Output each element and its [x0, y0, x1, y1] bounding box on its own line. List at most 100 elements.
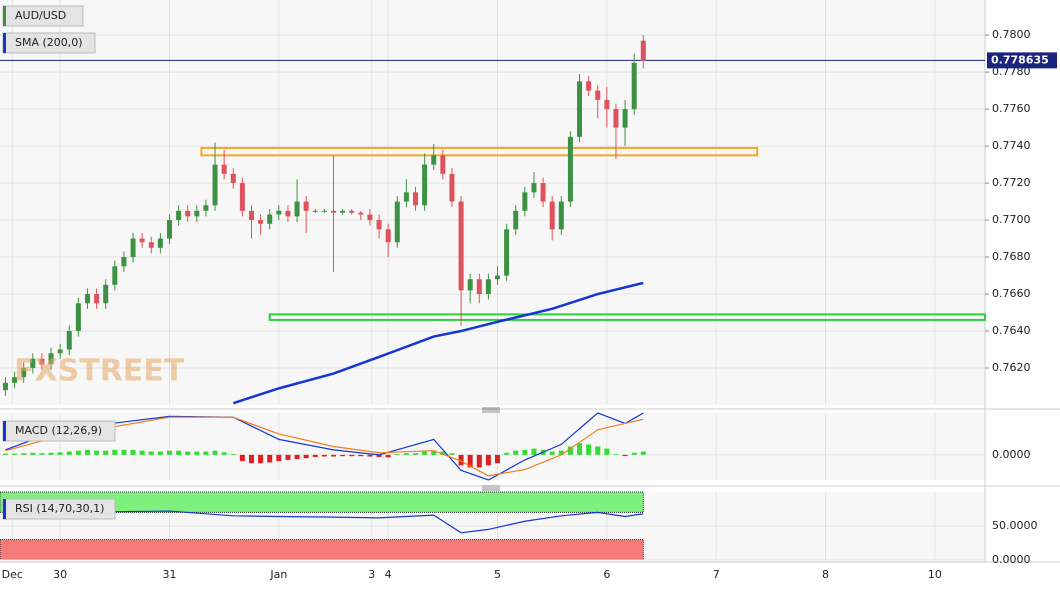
- candle-body: [522, 192, 528, 211]
- macd-histogram-bar: [75, 450, 81, 455]
- macd-histogram-bar: [567, 446, 573, 455]
- macd-histogram-bar: [394, 454, 400, 455]
- candle-body: [12, 377, 18, 383]
- rsi-overbought-band: [0, 491, 644, 513]
- macd-histogram-bar: [340, 454, 346, 457]
- candle-body: [2, 382, 8, 391]
- y-tick-label: 0.7800: [992, 28, 1031, 41]
- macd-histogram-bar: [458, 454, 464, 466]
- candle-body: [458, 201, 464, 291]
- main-pane: [0, 0, 985, 405]
- candle-body: [166, 220, 172, 239]
- candle-body: [30, 358, 36, 369]
- y-tick-label: 0.7700: [992, 213, 1031, 226]
- macd-histogram-bar: [239, 454, 245, 462]
- macd-histogram-bar: [522, 449, 528, 455]
- x-tick-label: 8: [822, 568, 829, 581]
- macd-histogram-bar: [221, 452, 227, 455]
- candle-body: [212, 164, 218, 206]
- legend-label: AUD/USD: [15, 9, 66, 22]
- candle-body: [21, 368, 27, 378]
- macd-histogram-bar: [157, 451, 163, 455]
- x-tick-label: 6: [603, 568, 610, 581]
- macd-histogram-bar: [349, 454, 355, 457]
- candle-body: [203, 205, 209, 211]
- macd-histogram-bar: [166, 450, 172, 455]
- macd-histogram-bar: [248, 454, 254, 464]
- candle-body: [303, 201, 309, 211]
- candle-body: [613, 109, 619, 128]
- candle-body: [640, 40, 646, 61]
- candle-body: [394, 201, 400, 243]
- candle-body: [485, 279, 491, 295]
- candle-body: [340, 210, 346, 213]
- macd-pane: [0, 413, 985, 480]
- candle-body: [431, 155, 437, 165]
- resize-handle[interactable]: [482, 485, 500, 491]
- candle-body: [130, 238, 136, 258]
- candle-body: [586, 81, 592, 91]
- macd-histogram-bar: [440, 451, 446, 455]
- candle-body: [476, 279, 482, 295]
- y-tick-label: 0.0000: [992, 553, 1031, 566]
- signal-line: [5, 416, 644, 477]
- macd-histogram-bar: [94, 450, 100, 455]
- candle-body: [103, 284, 109, 304]
- x-tick-label: Jan: [269, 568, 287, 581]
- candle-body: [39, 358, 45, 365]
- candle-body: [504, 229, 510, 276]
- macd-histogram-bar: [57, 452, 63, 455]
- candle-body: [577, 81, 583, 137]
- candle-body: [185, 210, 191, 217]
- candle-body: [376, 220, 382, 230]
- macd-histogram-bar: [303, 454, 309, 459]
- last-price-label: 0.778635: [991, 53, 1049, 66]
- macd-histogram-bar: [431, 450, 437, 455]
- x-tick-label: 7: [713, 568, 720, 581]
- y-tick-label: 50.0000: [992, 519, 1038, 532]
- candle-body: [94, 294, 100, 304]
- macd-histogram-bar: [103, 450, 109, 455]
- macd-histogram-bar: [549, 451, 555, 455]
- macd-histogram-bar: [66, 451, 72, 455]
- last-price-box: [987, 52, 1057, 69]
- x-tick-label: Dec: [2, 568, 23, 581]
- y-tick-label: 0.7720: [992, 176, 1031, 189]
- macd-histogram-bar: [148, 451, 154, 455]
- zone: [268, 313, 986, 321]
- candle-body: [567, 136, 573, 202]
- candle-body: [176, 210, 182, 221]
- y-tick-label: 0.7620: [992, 361, 1031, 374]
- macd-histogram-bar: [84, 449, 90, 455]
- macd-histogram-bar: [495, 454, 501, 464]
- candle-body: [194, 210, 200, 217]
- macd-histogram-bar: [276, 454, 282, 462]
- candle-body: [57, 349, 63, 354]
- candle-body: [449, 173, 455, 202]
- resize-handle[interactable]: [482, 407, 500, 413]
- macd-histogram-bar: [330, 454, 336, 457]
- candle-body: [321, 210, 327, 212]
- macd-histogram-bar: [267, 454, 273, 463]
- y-tick-label: 0.7640: [992, 324, 1031, 337]
- candle-body: [440, 155, 446, 174]
- macd-histogram-bar: [176, 450, 182, 455]
- candle-body: [558, 201, 564, 230]
- candle-body: [549, 201, 555, 230]
- macd-histogram-bar: [403, 453, 409, 455]
- candle-body: [66, 331, 72, 350]
- macd-histogram-bar: [476, 454, 482, 468]
- candle-body: [121, 257, 127, 267]
- candle-body: [367, 214, 373, 221]
- macd-histogram-bar: [422, 451, 428, 455]
- macd-histogram-bar: [203, 451, 209, 455]
- macd-histogram-bar: [595, 446, 601, 455]
- candle-body: [75, 303, 81, 332]
- macd-histogram-bar: [631, 452, 637, 455]
- macd-histogram-bar: [39, 453, 45, 455]
- macd-histogram-bar: [485, 454, 491, 466]
- candle-body: [267, 214, 273, 224]
- legend-label: SMA (200,0): [15, 36, 83, 49]
- macd-histogram-bar: [139, 450, 145, 455]
- candle-body: [358, 212, 364, 215]
